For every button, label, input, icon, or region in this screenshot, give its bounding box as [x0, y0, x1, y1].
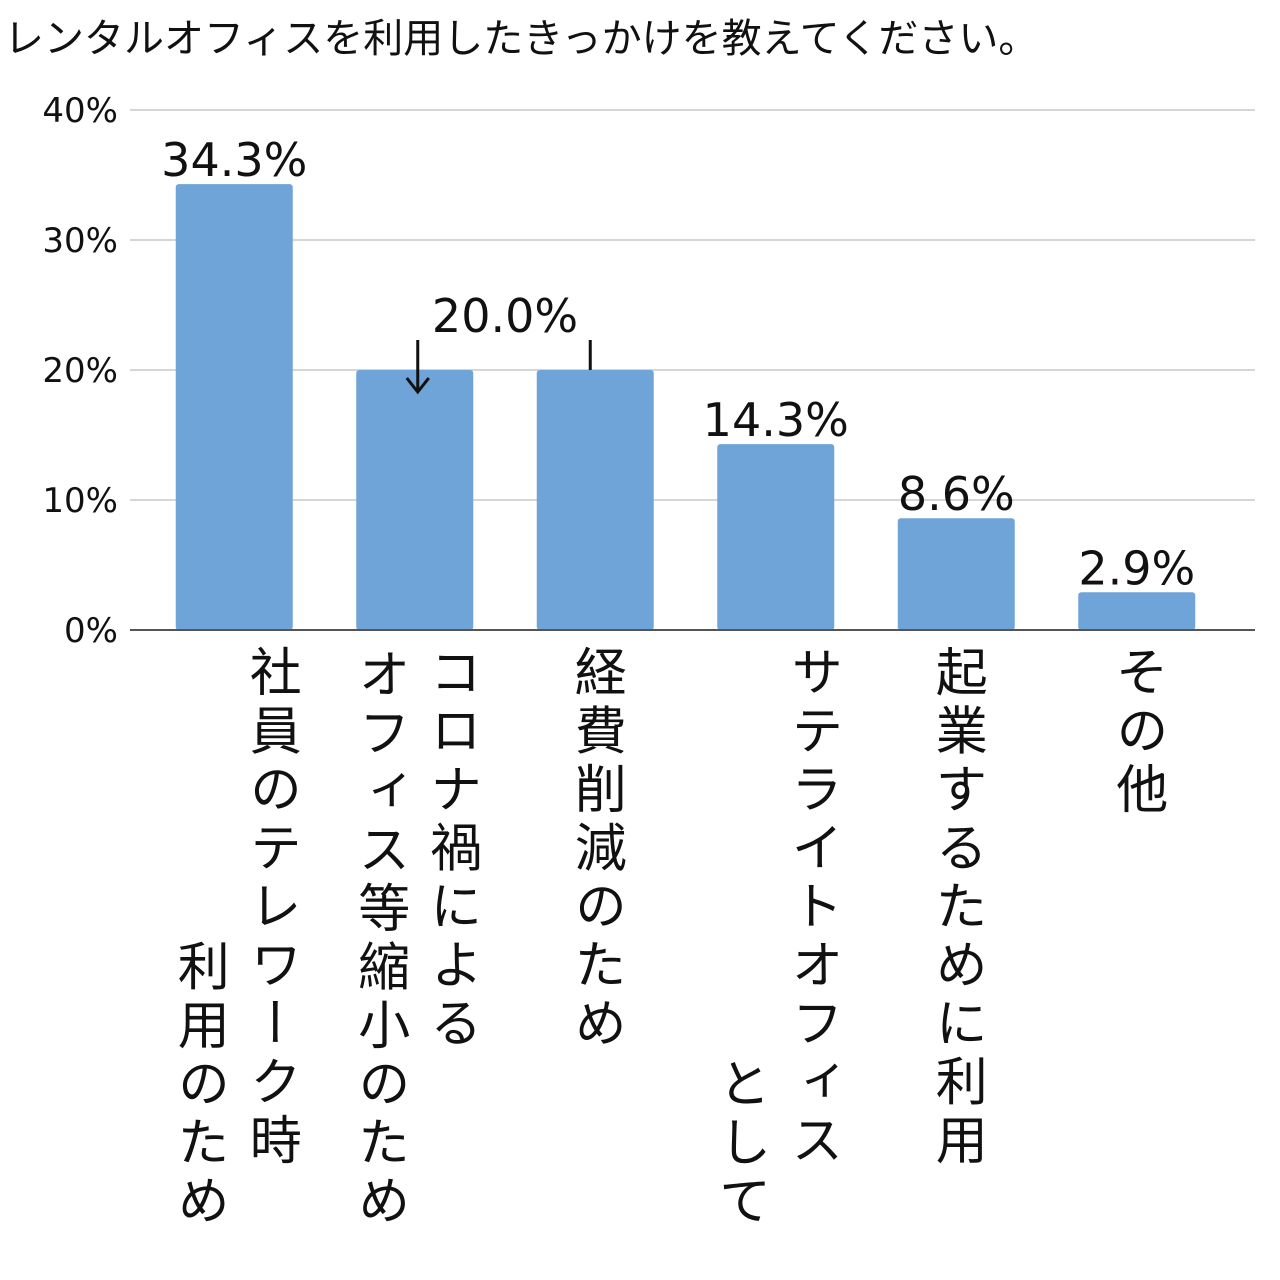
- chart-title: レンタルオフィスを利用したきっかけを教えてください。: [4, 16, 1038, 62]
- bar: [717, 444, 835, 630]
- x-tick-label: 利用のため: [168, 940, 228, 1233]
- value-label: 2.9%: [1078, 541, 1195, 595]
- bar: [897, 518, 1015, 630]
- value-label: 34.3%: [161, 133, 307, 187]
- x-tick-label: として: [710, 1057, 770, 1233]
- value-label: 8.6%: [898, 467, 1015, 521]
- bar: [175, 184, 293, 630]
- x-tick-label: その他: [1107, 645, 1168, 821]
- y-tick-label: 10%: [42, 481, 118, 521]
- bar: [1078, 592, 1196, 630]
- x-tick-label: サテライトオフィス: [782, 645, 842, 1172]
- arrow-head: [405, 377, 430, 395]
- value-label: 14.3%: [703, 393, 849, 447]
- y-tick-label: 30%: [42, 221, 118, 261]
- x-tick-label: 経費削減のため: [565, 645, 625, 1055]
- bar: [356, 370, 474, 630]
- x-tick-label: 社員のテレワーク時: [240, 645, 300, 1172]
- x-tick-label: オフィス等縮小のため: [349, 647, 409, 1232]
- x-tick-label: コロナ禍による: [421, 645, 481, 1055]
- y-tick-label: 40%: [42, 91, 118, 131]
- value-label: 20.0%: [432, 289, 578, 343]
- bar: [536, 370, 654, 630]
- y-tick-label: 0%: [64, 611, 118, 651]
- x-tick-label: 起業するために利用: [926, 645, 986, 1172]
- y-tick-label: 20%: [42, 351, 118, 391]
